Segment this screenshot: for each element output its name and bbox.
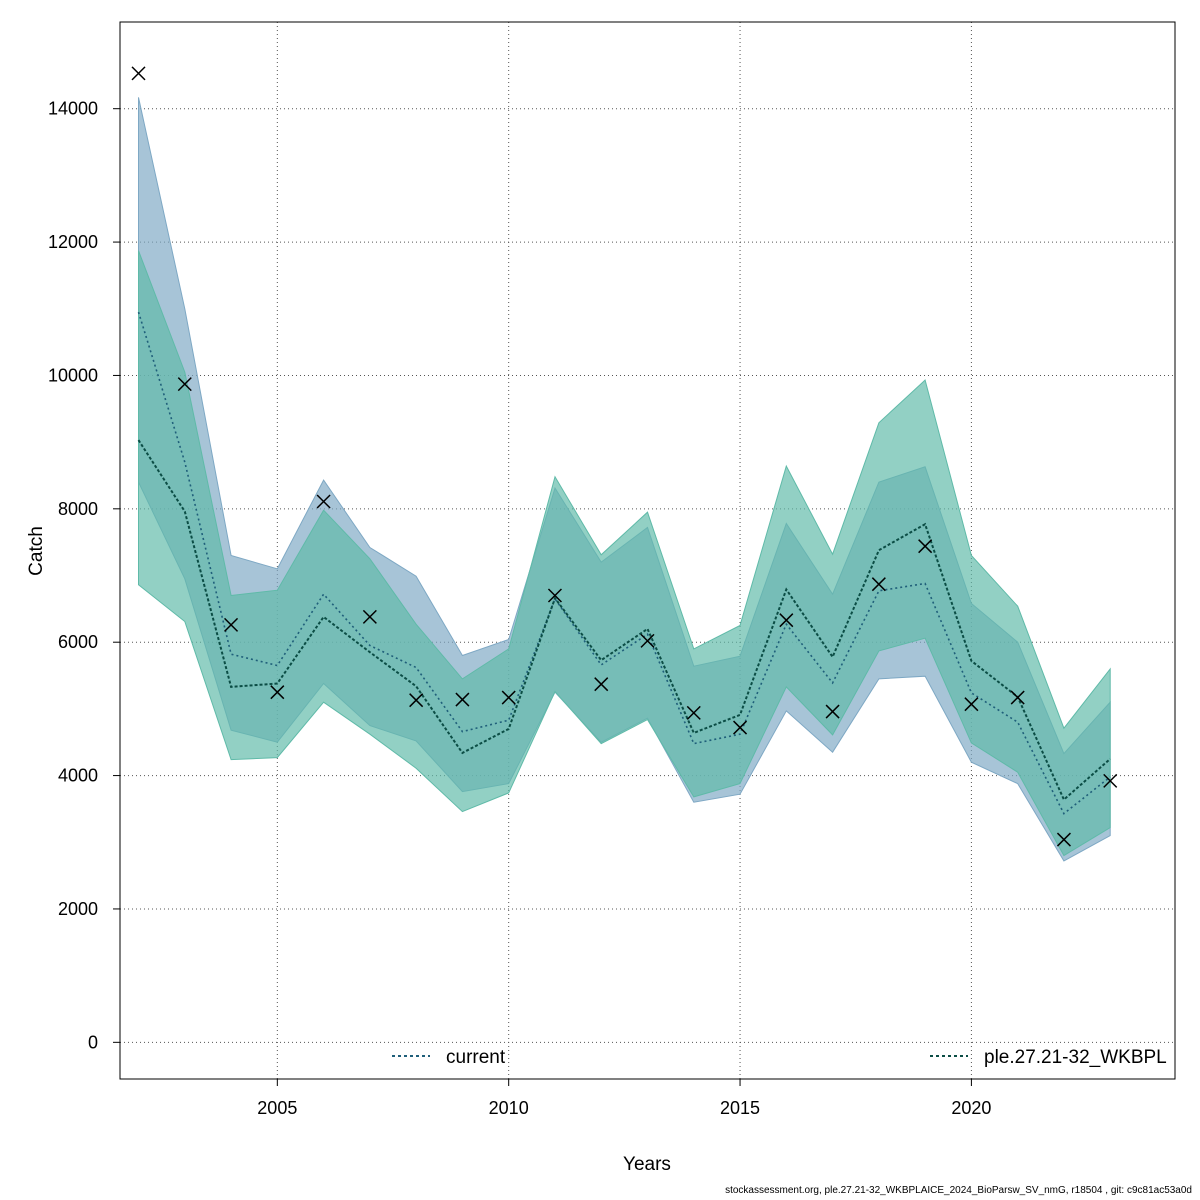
observed-point — [362, 609, 377, 624]
estimate-line-wkbpl — [137, 439, 1111, 802]
footer-credit: stockassessment.org, ple.27.21-32_WKBPLA… — [725, 1185, 1192, 1196]
y-axis-title: Catch — [26, 526, 47, 576]
observed-point — [686, 705, 701, 720]
confidence-bands — [138, 97, 1111, 862]
x-tick-label: 2005 — [257, 1098, 297, 1118]
observed-point — [733, 720, 748, 735]
x-tick-label: 2010 — [489, 1098, 529, 1118]
y-tick-label: 4000 — [58, 766, 98, 786]
grid — [120, 22, 1175, 1079]
x-tick-label: 2015 — [720, 1098, 760, 1118]
legend: current ple.27.21-32_WKBPL — [392, 1047, 1167, 1068]
observed-point — [918, 539, 933, 554]
y-axis: 0 2000 4000 6000 8000 10000 12000 14000 — [48, 99, 120, 1052]
observed-point — [1056, 832, 1071, 847]
observed-point — [224, 617, 239, 632]
confidence-band-wkbpl — [138, 250, 1111, 857]
observed-points — [131, 66, 1118, 847]
observed-point — [409, 693, 424, 708]
observed-point — [270, 685, 285, 700]
observed-point — [177, 377, 192, 392]
observed-point — [316, 494, 331, 509]
observed-point — [825, 704, 840, 719]
observed-point — [501, 690, 516, 705]
estimate-lines — [137, 311, 1111, 815]
y-tick-label: 10000 — [48, 365, 98, 385]
observed-point — [1010, 690, 1025, 705]
observed-point — [1103, 773, 1118, 788]
x-axis: 2005 2010 2015 2020 — [257, 1079, 991, 1118]
observed-point — [640, 633, 655, 648]
legend-label-wkbpl: ple.27.21-32_WKBPL — [984, 1047, 1167, 1068]
observed-point — [455, 692, 470, 707]
y-tick-label: 2000 — [58, 899, 98, 919]
y-tick-label: 6000 — [58, 632, 98, 652]
observed-point — [871, 577, 886, 592]
observed-point — [131, 66, 146, 81]
observed-point — [779, 613, 794, 628]
y-tick-label: 0 — [88, 1032, 98, 1052]
x-axis-title: Years — [623, 1154, 671, 1175]
observed-point — [594, 677, 609, 692]
y-tick-label: 8000 — [58, 499, 98, 519]
legend-label-current: current — [446, 1047, 506, 1068]
observed-point — [964, 697, 979, 712]
observed-point — [547, 588, 562, 603]
plot-frame — [119, 21, 1176, 1080]
x-tick-label: 2020 — [951, 1098, 991, 1118]
y-tick-label: 14000 — [48, 99, 98, 119]
y-tick-label: 12000 — [48, 232, 98, 252]
